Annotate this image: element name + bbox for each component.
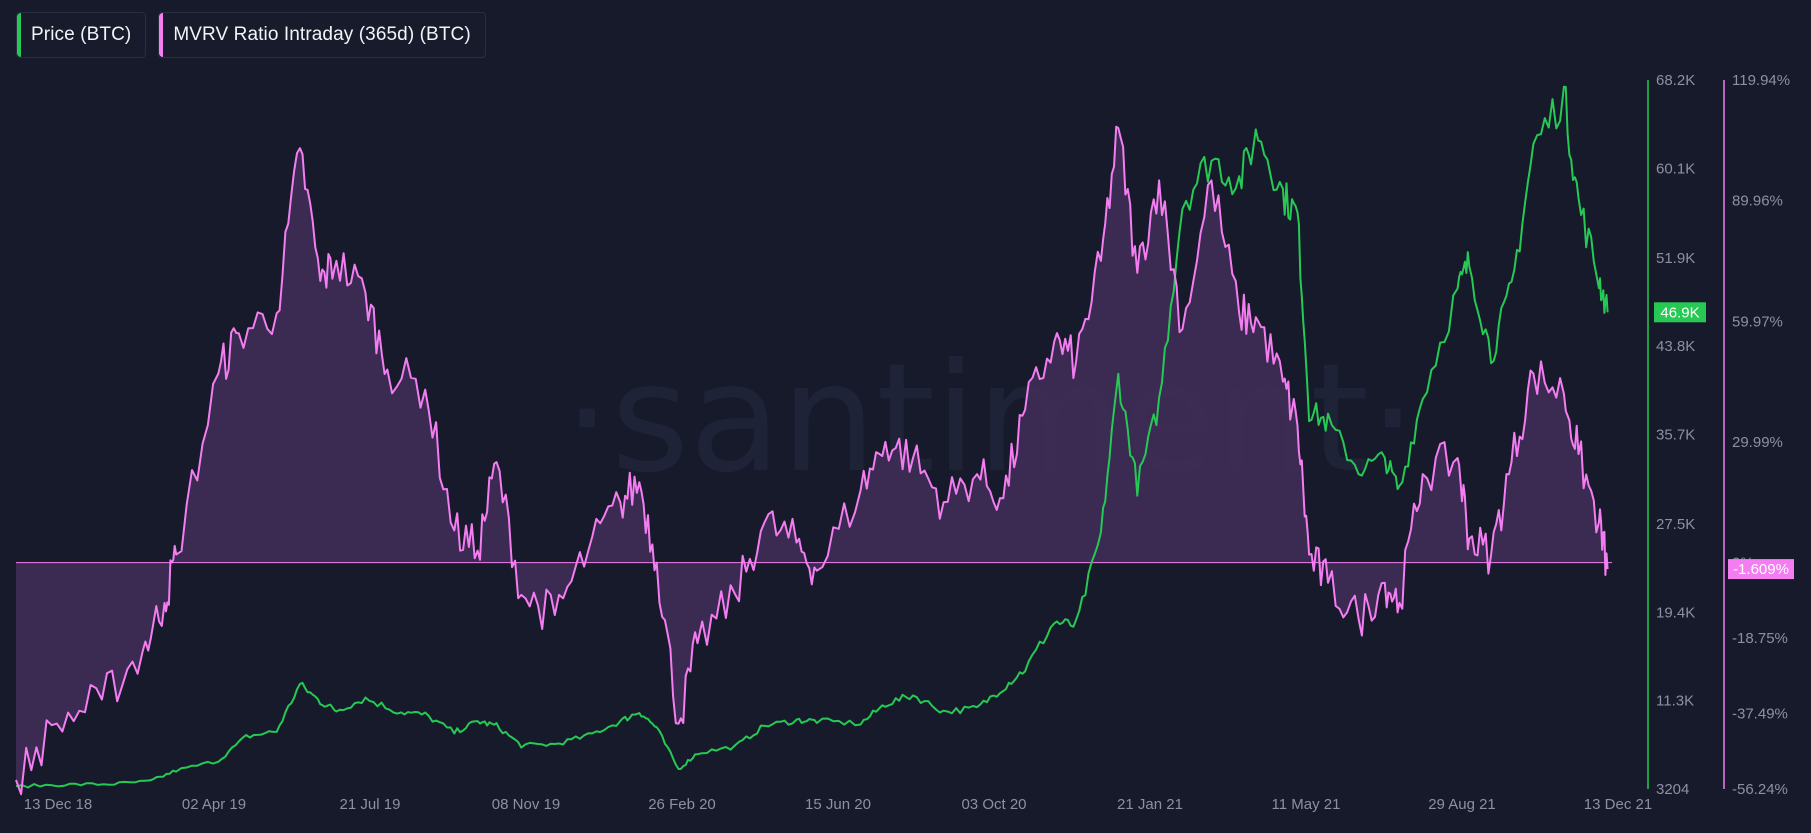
mvrv-series-line: [15, 125, 1609, 796]
x-tick-label: 26 Feb 20: [648, 796, 716, 813]
legend: Price (BTC) MVRV Ratio Intraday (365d) (…: [16, 12, 486, 58]
x-tick-label: 15 Jun 20: [805, 796, 871, 813]
x-tick-label: 13 Dec 18: [24, 796, 92, 813]
x-tick-label: 08 Nov 19: [492, 796, 560, 813]
mvrv-tick-label: -37.49%: [1732, 706, 1788, 723]
legend-swatch-price: [17, 13, 21, 57]
x-tick-label: 21 Jul 19: [340, 796, 401, 813]
price-tick-label: 51.9K: [1656, 250, 1695, 267]
legend-swatch-mvrv: [159, 13, 164, 57]
mvrv-tick-label: 29.99%: [1732, 434, 1783, 451]
mvrv-current-badge-bg: [1728, 559, 1794, 580]
price-axis-ticks: 68.2K 60.1K 51.9K 43.8K 35.7K 27.5K 19.4K 11.3K…: [1656, 72, 1695, 798]
mvrv-tick-label: 59.97%: [1732, 313, 1783, 330]
mvrv-tick-label: 119.94%: [1732, 72, 1790, 89]
price-current-badge-bg: [1654, 302, 1706, 323]
price-current-badge: 46.9K: [1660, 304, 1699, 321]
price-tick-label: 60.1K: [1656, 160, 1695, 177]
mvrv-tick-label: -18.75%: [1732, 630, 1788, 647]
x-tick-label: 13 Dec 21: [1584, 796, 1652, 813]
mvrv-area: [16, 126, 1608, 795]
x-tick-label: 02 Apr 19: [182, 796, 246, 813]
mvrv-tick-label: 89.96%: [1732, 193, 1783, 210]
legend-item-price[interactable]: Price (BTC): [16, 12, 147, 58]
mvrv-current-badge: -1.609%: [1733, 561, 1789, 578]
price-tick-label: 11.3K: [1656, 693, 1694, 710]
price-series-line: [15, 85, 1609, 789]
mvrv-tick-label: -56.24%: [1732, 781, 1788, 798]
current-value-badges: 46.9K -1.609%: [1654, 302, 1794, 580]
x-tick-label: 11 May 21: [1272, 796, 1341, 813]
mvrv-axis-ticks: 119.94%89.96%59.97%29.99%0%-18.75%-37.49…: [1732, 72, 1790, 798]
price-tick-label: 43.8K: [1656, 338, 1695, 355]
x-tick-label: 03 Oct 20: [961, 796, 1026, 813]
price-tick-label: 27.5K: [1656, 516, 1695, 533]
price-tick-label: 35.7K: [1656, 427, 1695, 444]
x-tick-label: 29 Aug 21: [1428, 796, 1496, 813]
price-tick-label: 68.2K: [1656, 72, 1695, 89]
legend-item-mvrv[interactable]: MVRV Ratio Intraday (365d) (BTC): [158, 12, 486, 58]
legend-label-mvrv: MVRV Ratio Intraday (365d) (BTC): [173, 24, 471, 45]
legend-label-price: Price (BTC): [31, 24, 132, 45]
price-tick-label: 19.4K: [1656, 604, 1695, 621]
x-axis: 13 Dec 18 02 Apr 19 21 Jul 19 08 Nov 19 26 F…: [24, 796, 1652, 813]
x-tick-label: 21 Jan 21: [1117, 796, 1183, 813]
price-tick-label: 3204: [1656, 781, 1689, 798]
